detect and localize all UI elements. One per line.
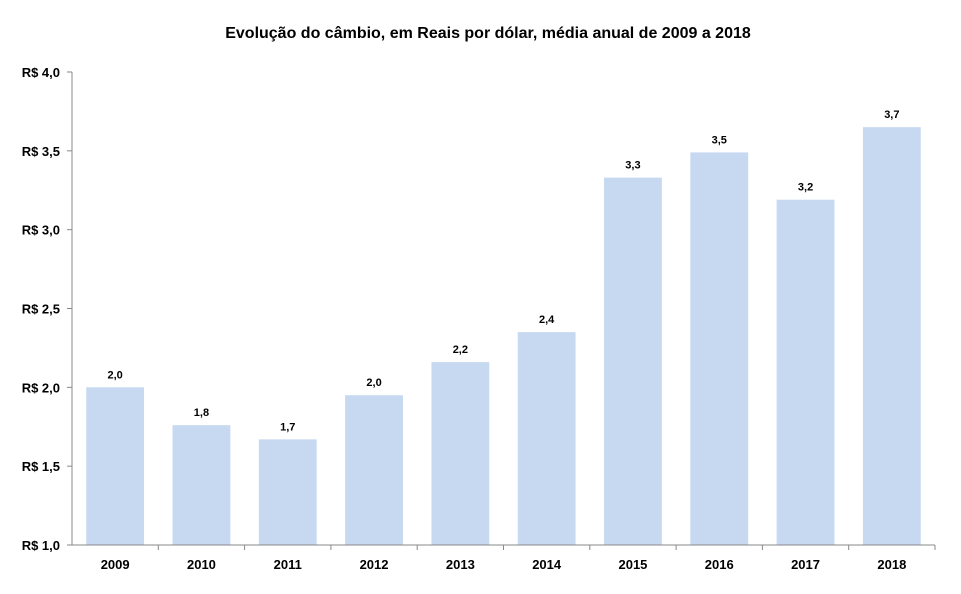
bar-2010	[172, 425, 231, 545]
x-axis-ticks: 2009 2010 2011 2012 2013 2014 2015 2016 2017 2018	[101, 545, 936, 572]
y-tick-label: R$ 4,0	[22, 65, 60, 80]
bar-2009	[86, 387, 145, 545]
data-label-2017: 3,2	[798, 182, 813, 194]
data-label-2010: 1,8	[194, 407, 209, 419]
y-tick-label: R$ 3,5	[22, 144, 60, 159]
x-tick-label: 2012	[360, 557, 389, 572]
y-tick-label: R$ 1,5	[22, 459, 60, 474]
x-tick-label: 2016	[705, 557, 734, 572]
x-tick-label: 2015	[618, 557, 647, 572]
bar-2016	[690, 152, 749, 545]
bar-2018	[862, 127, 921, 545]
data-label-2012: 2,0	[366, 377, 381, 389]
bar-2014	[517, 332, 576, 545]
data-label-2018: 3,7	[884, 109, 899, 121]
chart-title: Evolução do câmbio, em Reais por dólar, …	[225, 25, 751, 42]
y-tick-label: R$ 3,0	[22, 223, 60, 238]
data-label-2014: 2,4	[539, 314, 555, 326]
y-tick-label: R$ 1,0	[22, 538, 60, 553]
bars-group	[86, 127, 921, 546]
x-tick-label: 2013	[446, 557, 475, 572]
x-tick-label: 2011	[274, 557, 302, 572]
data-labels-group: 2,0 1,8 1,7 2,0 2,2 2,4 3,3 3,5 3,2 3,7	[108, 109, 900, 433]
data-label-2016: 3,5	[712, 134, 727, 146]
x-tick-label: 2014	[532, 557, 562, 572]
bar-2015	[604, 177, 662, 546]
data-label-2015: 3,3	[625, 160, 640, 172]
y-tick-label: R$ 2,0	[22, 380, 60, 395]
x-tick-label: 2009	[101, 557, 130, 572]
bar-2017	[776, 199, 835, 545]
data-label-2011: 1,7	[280, 421, 295, 433]
bar-2012	[345, 395, 403, 545]
y-axis-ticks: R$ 1,0 R$ 1,5 R$ 2,0 R$ 2,5 R$ 3,0 R$ 3,5 R$ 4…	[22, 65, 72, 553]
x-tick-label: 2017	[791, 557, 820, 572]
bar-2011	[258, 439, 317, 545]
x-tick-label: 2010	[187, 557, 216, 572]
bar-2013	[431, 362, 490, 545]
data-label-2013: 2,2	[453, 344, 468, 356]
x-tick-label: 2018	[877, 557, 906, 572]
data-label-2009: 2,0	[108, 369, 123, 381]
y-tick-label: R$ 2,5	[22, 302, 60, 317]
